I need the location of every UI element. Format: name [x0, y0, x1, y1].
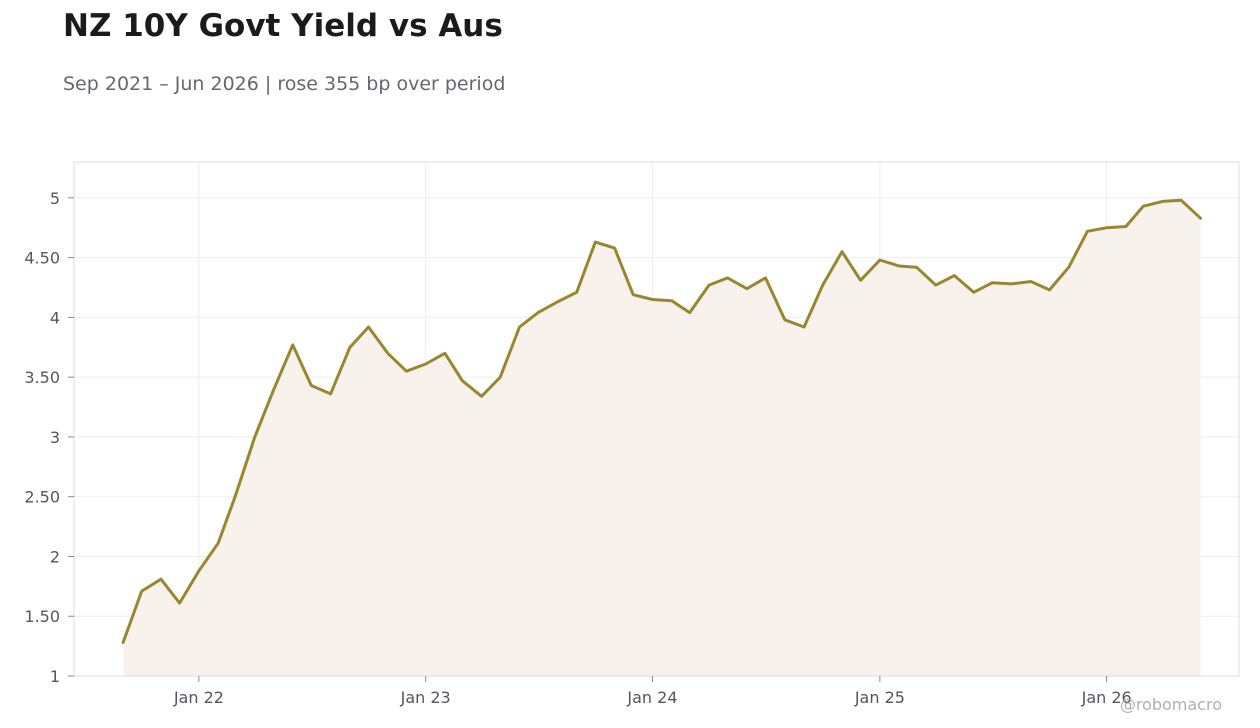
y-tick-label: 1	[50, 667, 60, 686]
y-tick-label: 3	[50, 428, 60, 447]
y-tick-label: 4.50	[24, 249, 60, 268]
watermark-label: @robomacro	[1120, 695, 1222, 714]
chart-title: NZ 10Y Govt Yield vs Aus	[63, 8, 503, 44]
axis-ticks: 1 1.50 2 2.50 3 3.50 4 4.50 5 Jan 22 Jan 23 Jan 24 J…	[24, 189, 1131, 707]
series-line	[121, 198, 1202, 644]
x-tick-label: Jan 23	[400, 688, 451, 707]
y-tick-label: 1.50	[24, 607, 60, 626]
y-tick-label: 2.50	[24, 488, 60, 507]
x-tick-label: Jan 24	[626, 688, 677, 707]
y-tick-label: 4	[50, 308, 60, 327]
y-tick-label: 5	[50, 189, 60, 208]
y-tick-label: 3.50	[24, 368, 60, 387]
chart-subtitle: Sep 2021 – Jun 2026 | rose 355 bp over p…	[63, 73, 506, 95]
x-tick-label: Jan 26	[1081, 688, 1132, 707]
plot-frame	[73, 161, 1240, 677]
y-tick-label: 2	[50, 547, 60, 566]
x-tick-label: Jan 22	[173, 688, 224, 707]
x-tick-label: Jan 25	[854, 688, 905, 707]
area-fill	[123, 200, 1201, 677]
